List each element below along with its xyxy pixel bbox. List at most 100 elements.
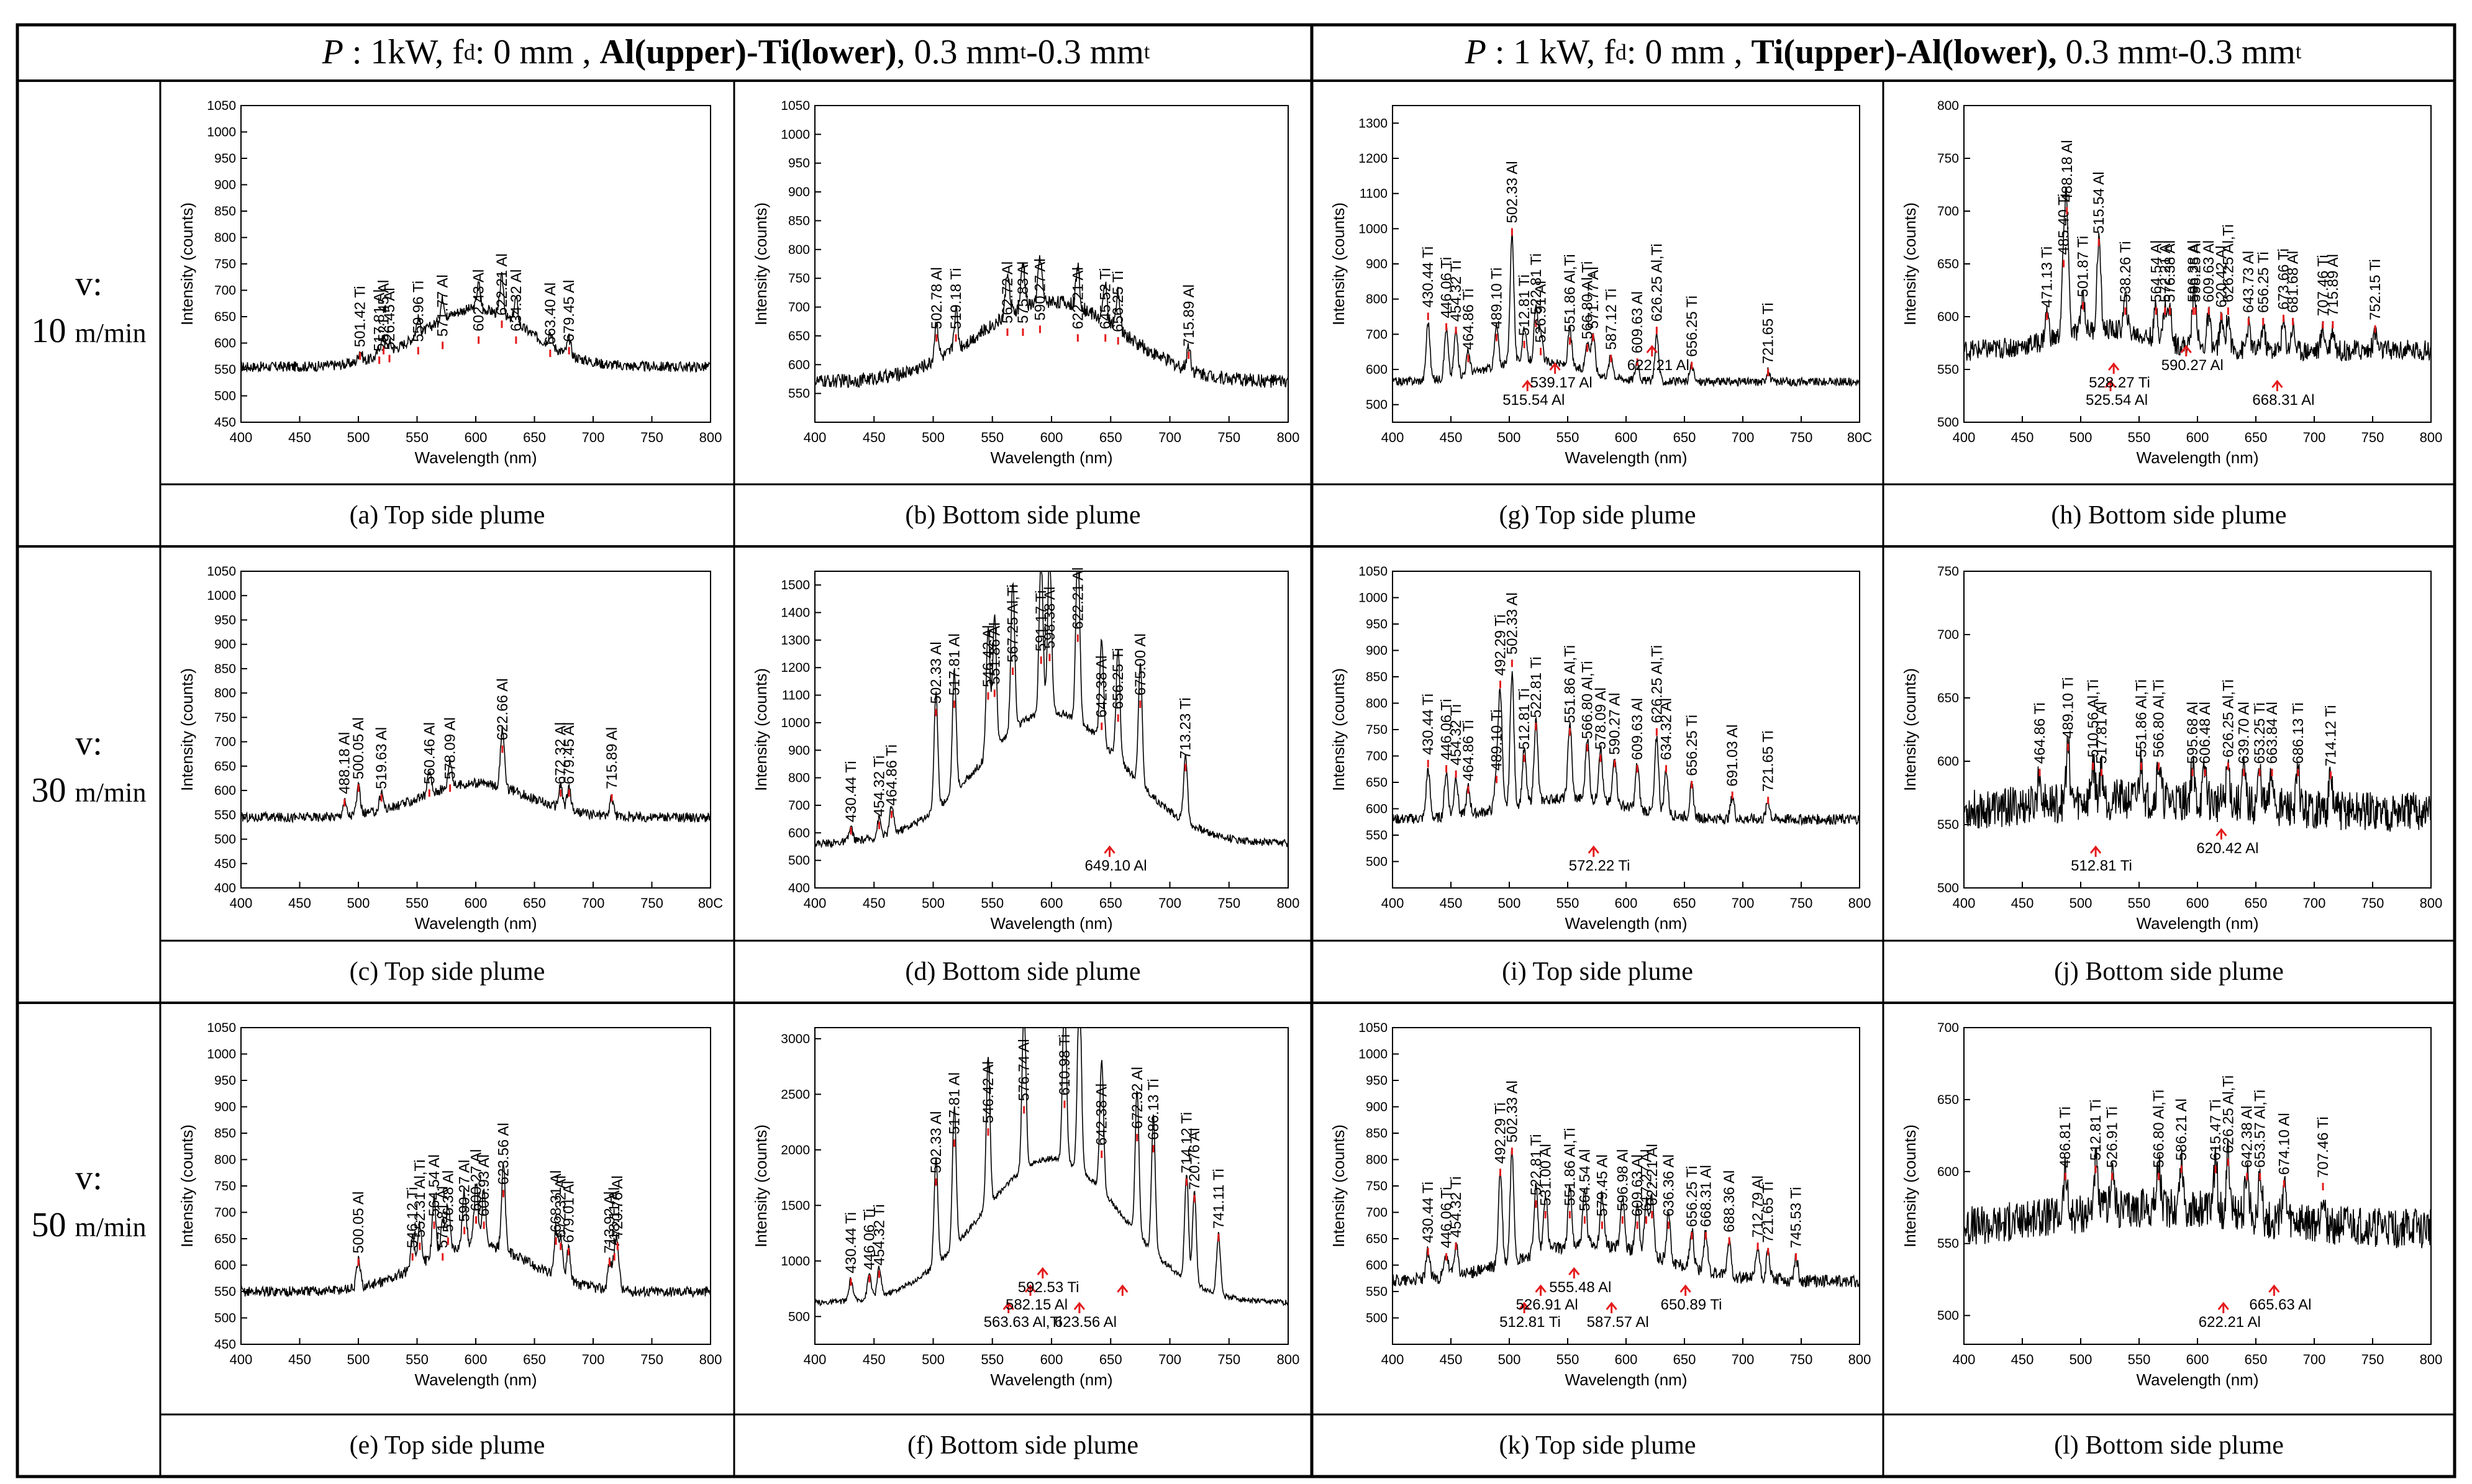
arrow-head-k [1606,1301,1617,1310]
peak-label-g: 566.80 Al,Ti [1579,261,1596,340]
peak-label-l: 626.25 Al,Ti [2220,1075,2237,1154]
x-tick-label-g: 80C [1847,430,1872,445]
y-tick-label-b: 950 [788,156,810,171]
x-tick-label-e: 550 [406,1352,429,1367]
peak-label-h: 643.73 Al [2240,251,2257,313]
arrow-label-h: 668.31 Al [2252,392,2314,409]
y-tick-label-a: 750 [214,257,236,271]
chart-svg-l: 400 450 500 550 600 650 700 750 800 500 550 600 650 7… [1901,1021,2442,1389]
arrow-label-k: 555.48 Al [1549,1279,1611,1296]
y-tick-label-a: 550 [214,363,236,377]
peak-label-f: 430.44 Ti [843,1212,860,1274]
y-tick-label-k: 900 [1366,1100,1388,1115]
x-tick-label-l: 750 [2361,1352,2384,1367]
y-tick-label-g: 1100 [1360,187,1388,201]
y-tick-label-k: 600 [1366,1259,1388,1273]
x-tick-label-d: 450 [863,895,886,911]
x-tick-label-g: 550 [1556,430,1579,445]
y-tick-label-k: 1050 [1358,1021,1388,1035]
x-tick-label-j: 550 [2128,895,2151,911]
peak-label-i: 512.81 Ti [1516,689,1533,750]
x-tick-label-c: 400 [230,895,253,911]
peak-label-g: 464.86 Ti [1460,289,1477,350]
y-axis-label-g: Intensity (counts) [1329,202,1348,325]
x-tick-label-i: 450 [1440,895,1463,911]
header-left-sup2: t [1143,40,1150,63]
x-tick-label-i: 600 [1615,895,1638,911]
spectrum-line-e [240,1164,711,1298]
y-tick-label-c: 750 [214,710,236,725]
peak-label-g: 609.63 Al [1629,291,1646,353]
x-tick-label-l: 500 [2070,1352,2093,1367]
peak-label-l: 674.10 Al [2276,1113,2293,1175]
caption-i: (i) Top side plume [1502,957,1693,986]
x-axis-label-e: Wavelength (nm) [415,1370,537,1389]
peak-label-f: 672.32 Al [1129,1067,1146,1129]
y-tick-label-b: 1000 [781,127,810,142]
y-tick-label-i: 700 [1366,749,1388,764]
y-tick-label-e: 650 [214,1232,236,1246]
peak-label-h: 488.18 Al [2059,140,2076,202]
y-tick-label-j: 750 [1937,564,1959,579]
arrow-head-f [1073,1301,1086,1310]
y-tick-label-k: 950 [1366,1074,1388,1088]
peak-label-d: 502.33 Al [928,641,945,704]
x-tick-label-d: 600 [1040,895,1063,911]
peak-label-i: 578.09 Al [1593,687,1609,749]
y-tick-label-k: 850 [1366,1126,1388,1141]
x-tick-label-b: 600 [1040,430,1063,445]
peak-label-b: 502.78 Al [929,267,945,329]
peak-label-a: 679.45 Al [561,280,578,342]
peak-label-h: 626.25 Al,Ti [2220,224,2237,302]
x-tick-label-g: 450 [1440,430,1463,445]
peak-label-i: 656.25 Ti [1684,715,1701,776]
y-tick-label-d: 1400 [781,606,810,620]
peak-label-h: 598.25 Al [2188,240,2204,302]
x-axis-label-l: Wavelength (nm) [2137,1370,2259,1389]
arrow-label-g: 622.21 Al [1627,357,1689,374]
x-tick-label-j: 450 [2011,895,2034,911]
peak-label-i: 626.25 Al,Ti [1648,645,1665,723]
row-label-3-unit: m/min [75,1211,147,1242]
peak-label-f: 576.74 Al [1016,1039,1033,1101]
y-tick-label-g: 700 [1366,327,1388,342]
row-label-3-speed: 50 [31,1205,66,1244]
peak-label-e: 718.11 Al [606,1187,623,1248]
arrow-head-g [1549,362,1561,371]
x-tick-label-h: 400 [1953,430,1976,445]
peak-label-k: 522.81 Ti [1528,1134,1545,1196]
peak-label-g: 522.81 Ti [1528,253,1545,315]
peak-label-b: 656.25 Ti [1110,271,1127,332]
peak-label-j: 606.48 Al [2197,702,2214,764]
x-tick-label-k: 650 [1673,1352,1696,1367]
y-tick-label-d: 600 [788,826,810,840]
arrow-label-k: 587.57 Al [1587,1314,1649,1331]
x-tick-label-d: 500 [922,895,945,911]
y-tick-label-h: 650 [1937,257,1959,271]
x-tick-label-a: 650 [523,430,546,445]
peak-label-i: 492.29 Ti [1493,615,1509,676]
chart-svg-e: 400 450 500 550 600 650 700 750 8004505005506006… [178,1021,722,1389]
peak-label-k: 745.53 Ti [1788,1187,1805,1249]
chart-svg-a: 400 450 500 550 600 650 700 750 8004505005506006… [178,99,722,467]
chart-svg-j: 400 450 500 550 600 650 700 750 800 500 550 600 650 7… [1901,564,2442,933]
y-tick-label-i: 600 [1366,802,1388,817]
y-tick-label-h: 700 [1937,204,1959,219]
x-tick-label-a: 700 [582,430,605,445]
y-tick-label-a: 650 [214,310,236,324]
y-tick-label-d: 1200 [781,661,810,675]
caption-k: (k) Top side plume [1499,1431,1696,1460]
y-tick-label-j: 500 [1937,881,1959,895]
y-tick-label-c: 700 [214,735,236,749]
x-axis-label-h: Wavelength (nm) [2137,448,2259,467]
header-left-power-text: : 1kW, f [343,33,464,71]
x-tick-label-k: 550 [1556,1352,1579,1367]
peak-label-d: 517.81 Al [946,633,963,695]
y-tick-label-a: 950 [214,152,236,166]
peak-label-a: 622.21 Al [494,253,511,315]
peak-label-i: 430.44 Ti [1420,694,1437,755]
peak-label-g: 489.10 Ti [1489,268,1506,329]
peak-label-j: 639.70 Al [2236,702,2253,764]
x-tick-label-a: 800 [699,430,722,445]
